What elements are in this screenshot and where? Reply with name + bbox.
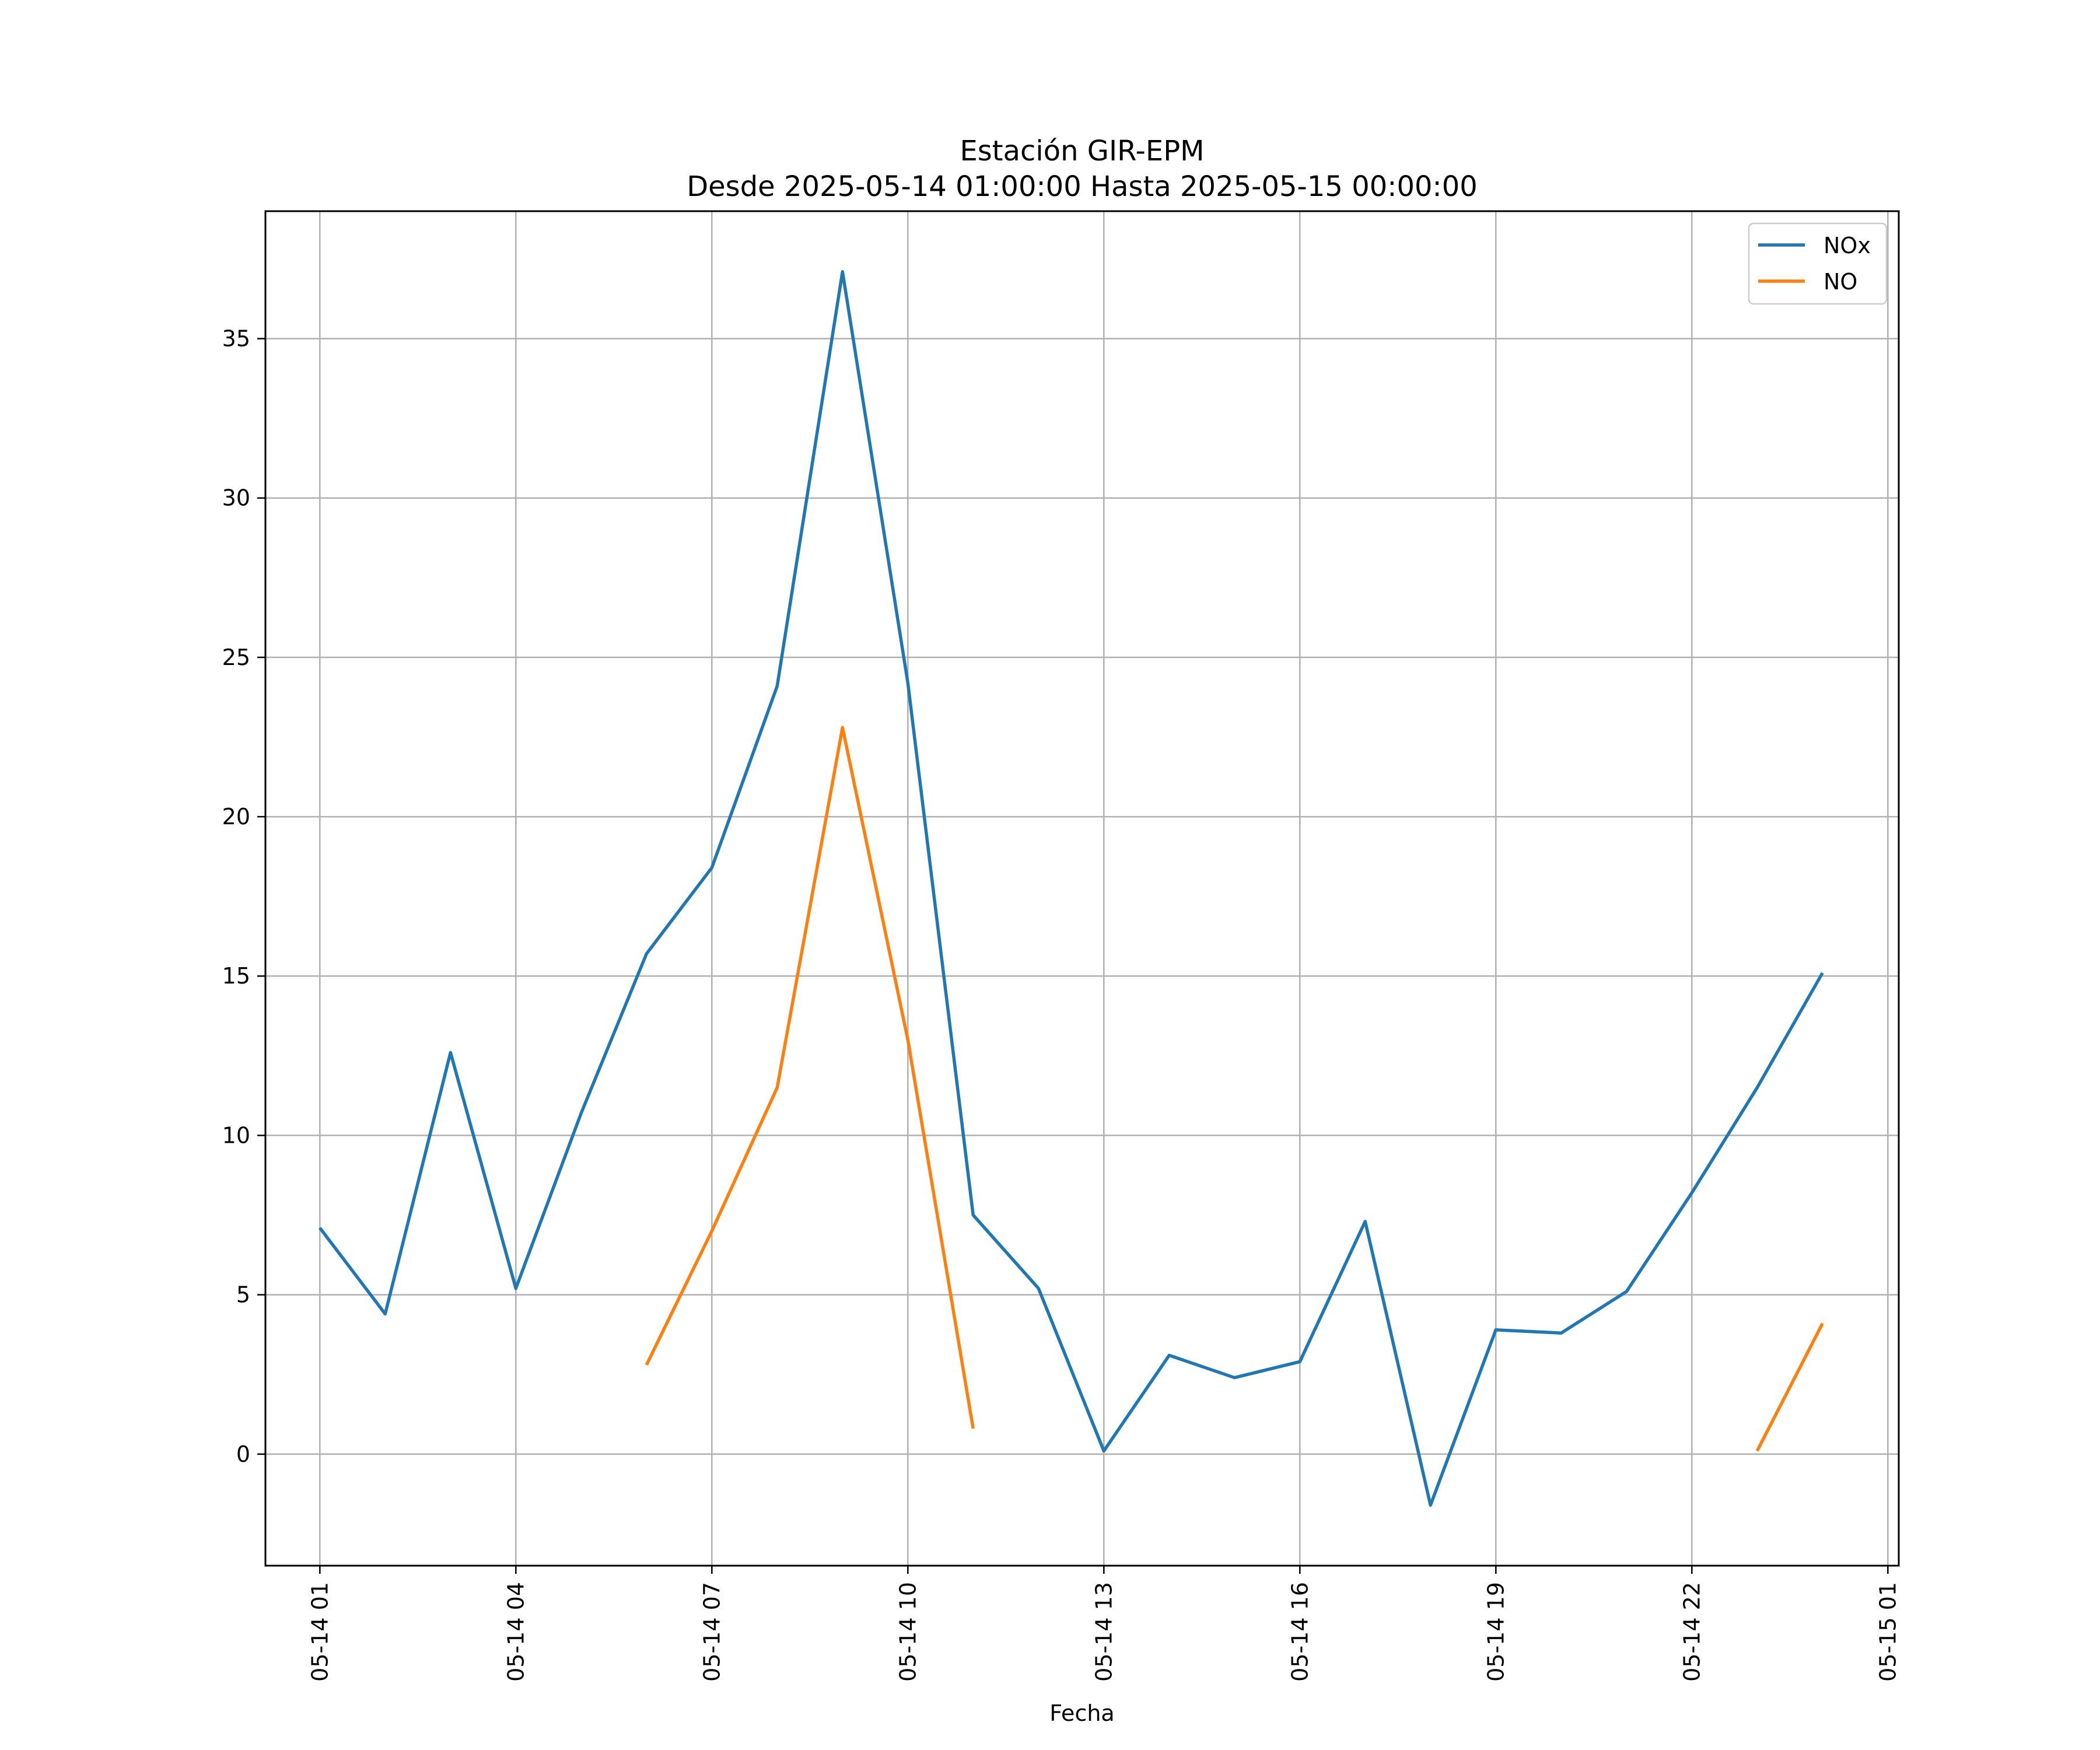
plot-area-frame <box>264 210 1900 1567</box>
x-tick-label: 05-14 01 <box>307 1582 332 1682</box>
x-axis-label: Fecha <box>1049 1700 1114 1726</box>
y-tick-label: 10 <box>222 1122 250 1148</box>
legend: NOx NO <box>1748 222 1888 305</box>
x-tick-label: 05-14 10 <box>895 1582 921 1682</box>
series-lines <box>318 270 1824 1507</box>
x-tick-label: 05-14 07 <box>699 1582 724 1682</box>
x-tick-label: 05-15 01 <box>1875 1582 1901 1682</box>
series-line-no <box>645 726 975 1429</box>
x-tick-label: 05-14 19 <box>1483 1582 1508 1682</box>
chart-subtitle: Desde 2025-05-14 01:00:00 Hasta 2025-05-… <box>687 170 1478 203</box>
grid <box>265 211 1899 1566</box>
y-tick-label: 30 <box>222 485 250 511</box>
legend-label: NOx <box>1824 233 1871 258</box>
chart-title: Estación GIR-EPM <box>960 135 1204 167</box>
y-tick-label: 35 <box>222 326 250 352</box>
y-tick-label: 5 <box>236 1282 250 1308</box>
y-tick-label: 15 <box>222 963 250 989</box>
x-tick-label: 05-14 04 <box>503 1582 528 1682</box>
legend-label: NO <box>1824 269 1857 295</box>
y-axis: 0 5 10 15 20 25 30 35 <box>222 326 265 1467</box>
y-tick-label: 0 <box>236 1441 250 1467</box>
x-tick-label: 05-14 16 <box>1287 1582 1312 1682</box>
x-axis: 05-14 01 05-14 04 05-14 07 05-14 10 05-14 13… <box>307 1566 1901 1682</box>
x-tick-label: 05-14 22 <box>1679 1582 1704 1682</box>
series-line-no <box>1755 1322 1824 1452</box>
y-tick-label: 20 <box>222 804 250 830</box>
x-tick-label: 05-14 13 <box>1091 1582 1116 1682</box>
y-tick-label: 25 <box>222 645 250 670</box>
series-line-nox <box>318 270 1824 1507</box>
